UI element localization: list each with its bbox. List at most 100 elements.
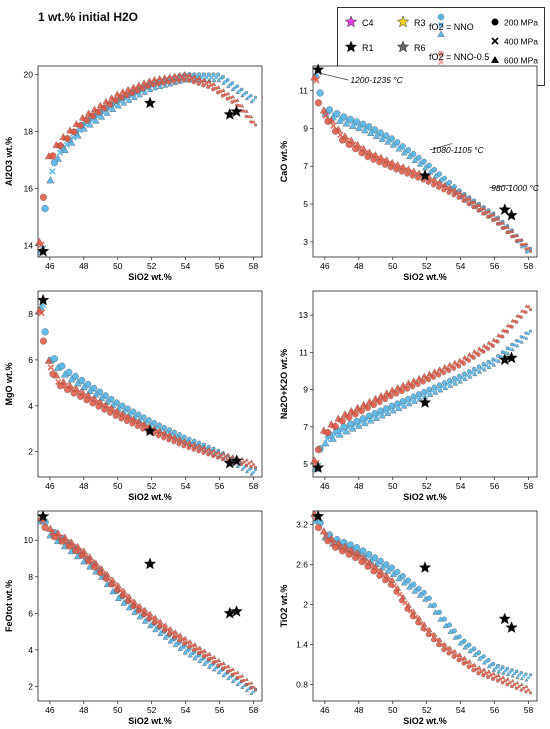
data-point bbox=[187, 644, 192, 650]
data-point bbox=[430, 182, 437, 188]
legend-triangle-icon bbox=[491, 56, 499, 63]
data-point bbox=[447, 378, 452, 383]
data-point bbox=[211, 87, 216, 92]
annotation-label: 1200-1235 °C bbox=[350, 75, 403, 85]
data-point bbox=[171, 78, 177, 84]
annotation-label: 980-1000 °C bbox=[491, 183, 540, 193]
data-point bbox=[247, 114, 251, 119]
data-point bbox=[461, 661, 467, 666]
data-point bbox=[481, 362, 486, 367]
data-point bbox=[249, 691, 254, 695]
data-point bbox=[324, 537, 332, 545]
data-point bbox=[90, 563, 98, 571]
x-tick-label: 54 bbox=[456, 481, 466, 491]
data-point bbox=[161, 435, 167, 441]
legend-nno-circle-icon bbox=[437, 13, 445, 21]
data-point bbox=[216, 77, 222, 83]
data-point bbox=[221, 660, 226, 665]
data-point bbox=[90, 384, 98, 392]
data-point bbox=[70, 128, 78, 136]
x-tick-label: 52 bbox=[422, 481, 432, 491]
legend-pressure-label: 600 MPa bbox=[504, 56, 538, 66]
data-point bbox=[431, 167, 437, 173]
data-point bbox=[404, 606, 411, 612]
data-point bbox=[409, 383, 416, 390]
data-point bbox=[206, 84, 211, 90]
x-tick-label: 46 bbox=[320, 705, 330, 715]
data-point bbox=[215, 455, 220, 460]
data-point bbox=[314, 523, 323, 532]
data-point bbox=[253, 688, 258, 692]
data-point bbox=[196, 650, 202, 656]
data-point bbox=[253, 95, 258, 99]
data-point bbox=[347, 115, 354, 123]
data-point bbox=[517, 673, 522, 677]
data-point bbox=[365, 123, 373, 130]
data-point bbox=[410, 581, 417, 588]
data-point bbox=[146, 615, 152, 622]
data-point bbox=[447, 179, 452, 185]
data-point bbox=[409, 173, 416, 179]
data-point bbox=[421, 388, 427, 395]
data-point bbox=[77, 393, 84, 401]
data-point bbox=[244, 469, 249, 474]
data-point bbox=[50, 533, 59, 541]
data-point bbox=[337, 131, 344, 139]
data-point bbox=[56, 382, 64, 390]
data-point bbox=[223, 455, 228, 459]
data-point bbox=[471, 204, 476, 210]
legend-cross-icon bbox=[491, 37, 499, 45]
data-point bbox=[456, 363, 462, 369]
y-tick-label: 2 bbox=[28, 447, 33, 457]
data-point bbox=[96, 569, 104, 577]
data-point bbox=[500, 674, 506, 679]
y-tick-label: 14 bbox=[24, 241, 34, 251]
data-point bbox=[528, 329, 533, 333]
data-point bbox=[461, 198, 467, 203]
data-point bbox=[129, 420, 136, 427]
data-point bbox=[526, 675, 531, 680]
data-point bbox=[510, 234, 514, 239]
data-point bbox=[371, 554, 379, 561]
x-tick-label: 58 bbox=[249, 261, 259, 271]
data-point bbox=[377, 407, 384, 414]
data-point bbox=[230, 454, 235, 458]
data-point bbox=[398, 597, 405, 604]
data-point bbox=[519, 340, 524, 344]
data-point bbox=[333, 110, 341, 118]
chart-na2o-k2o: 46 48 50 52 54 56 58 5 7 9 11 13 SiO2 wt.% Na2O+K2O w… bbox=[279, 290, 538, 502]
sample-star-r6 bbox=[223, 456, 237, 469]
y-axis-label: Na2O+K2O wt.% bbox=[279, 349, 289, 419]
data-point bbox=[352, 410, 359, 418]
data-point bbox=[359, 415, 367, 422]
data-point bbox=[155, 433, 162, 439]
y-tick-label: 2 bbox=[28, 681, 33, 691]
data-point bbox=[528, 249, 533, 253]
data-point bbox=[161, 80, 167, 86]
data-point bbox=[393, 588, 400, 595]
data-point bbox=[456, 195, 462, 200]
x-tick-label: 50 bbox=[388, 481, 398, 491]
data-point bbox=[172, 634, 177, 640]
data-point bbox=[486, 346, 491, 351]
data-point bbox=[347, 420, 354, 428]
data-point bbox=[524, 336, 529, 340]
data-point bbox=[352, 145, 359, 153]
data-point bbox=[359, 547, 367, 554]
data-point bbox=[155, 81, 162, 87]
data-point bbox=[134, 88, 141, 94]
data-point bbox=[182, 641, 187, 647]
data-point bbox=[425, 631, 432, 638]
data-point bbox=[491, 661, 496, 666]
data-point bbox=[95, 403, 102, 410]
data-point bbox=[519, 682, 524, 687]
data-point bbox=[382, 161, 389, 168]
data-point bbox=[462, 371, 467, 377]
data-point bbox=[377, 557, 384, 565]
data-point bbox=[456, 657, 462, 663]
data-point bbox=[113, 399, 120, 406]
x-tick-label: 54 bbox=[181, 705, 191, 715]
x-axis-label: SiO2 wt.% bbox=[403, 272, 447, 282]
data-point bbox=[436, 609, 442, 615]
x-tick-label: 46 bbox=[45, 705, 55, 715]
